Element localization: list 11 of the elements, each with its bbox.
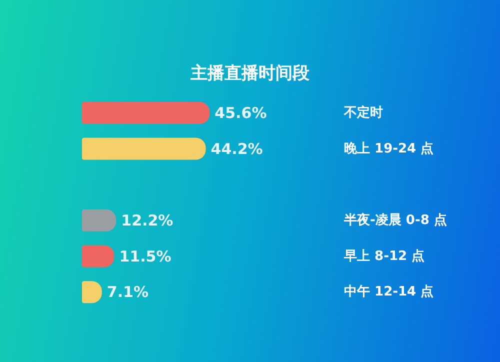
text: 主播直播时间段 bbox=[190, 64, 310, 84]
data-label: 44.2% bbox=[210, 140, 263, 158]
data-label: 12.2% bbox=[121, 211, 174, 230]
data-label: 7.1% bbox=[106, 283, 148, 302]
y-tick-label: 中午 12-14 点 bbox=[344, 284, 434, 300]
y-tick-label: 不定时 bbox=[343, 104, 383, 120]
data-label: 45.6% bbox=[214, 104, 267, 122]
y-tick-label: 早上 8-12 点 bbox=[343, 248, 425, 264]
data-label: 11.5% bbox=[119, 247, 172, 266]
y-tick-label: 半夜-凌晨 0-8 点 bbox=[343, 212, 447, 228]
y-tick-label: 晚上 19-24 点 bbox=[344, 140, 434, 156]
